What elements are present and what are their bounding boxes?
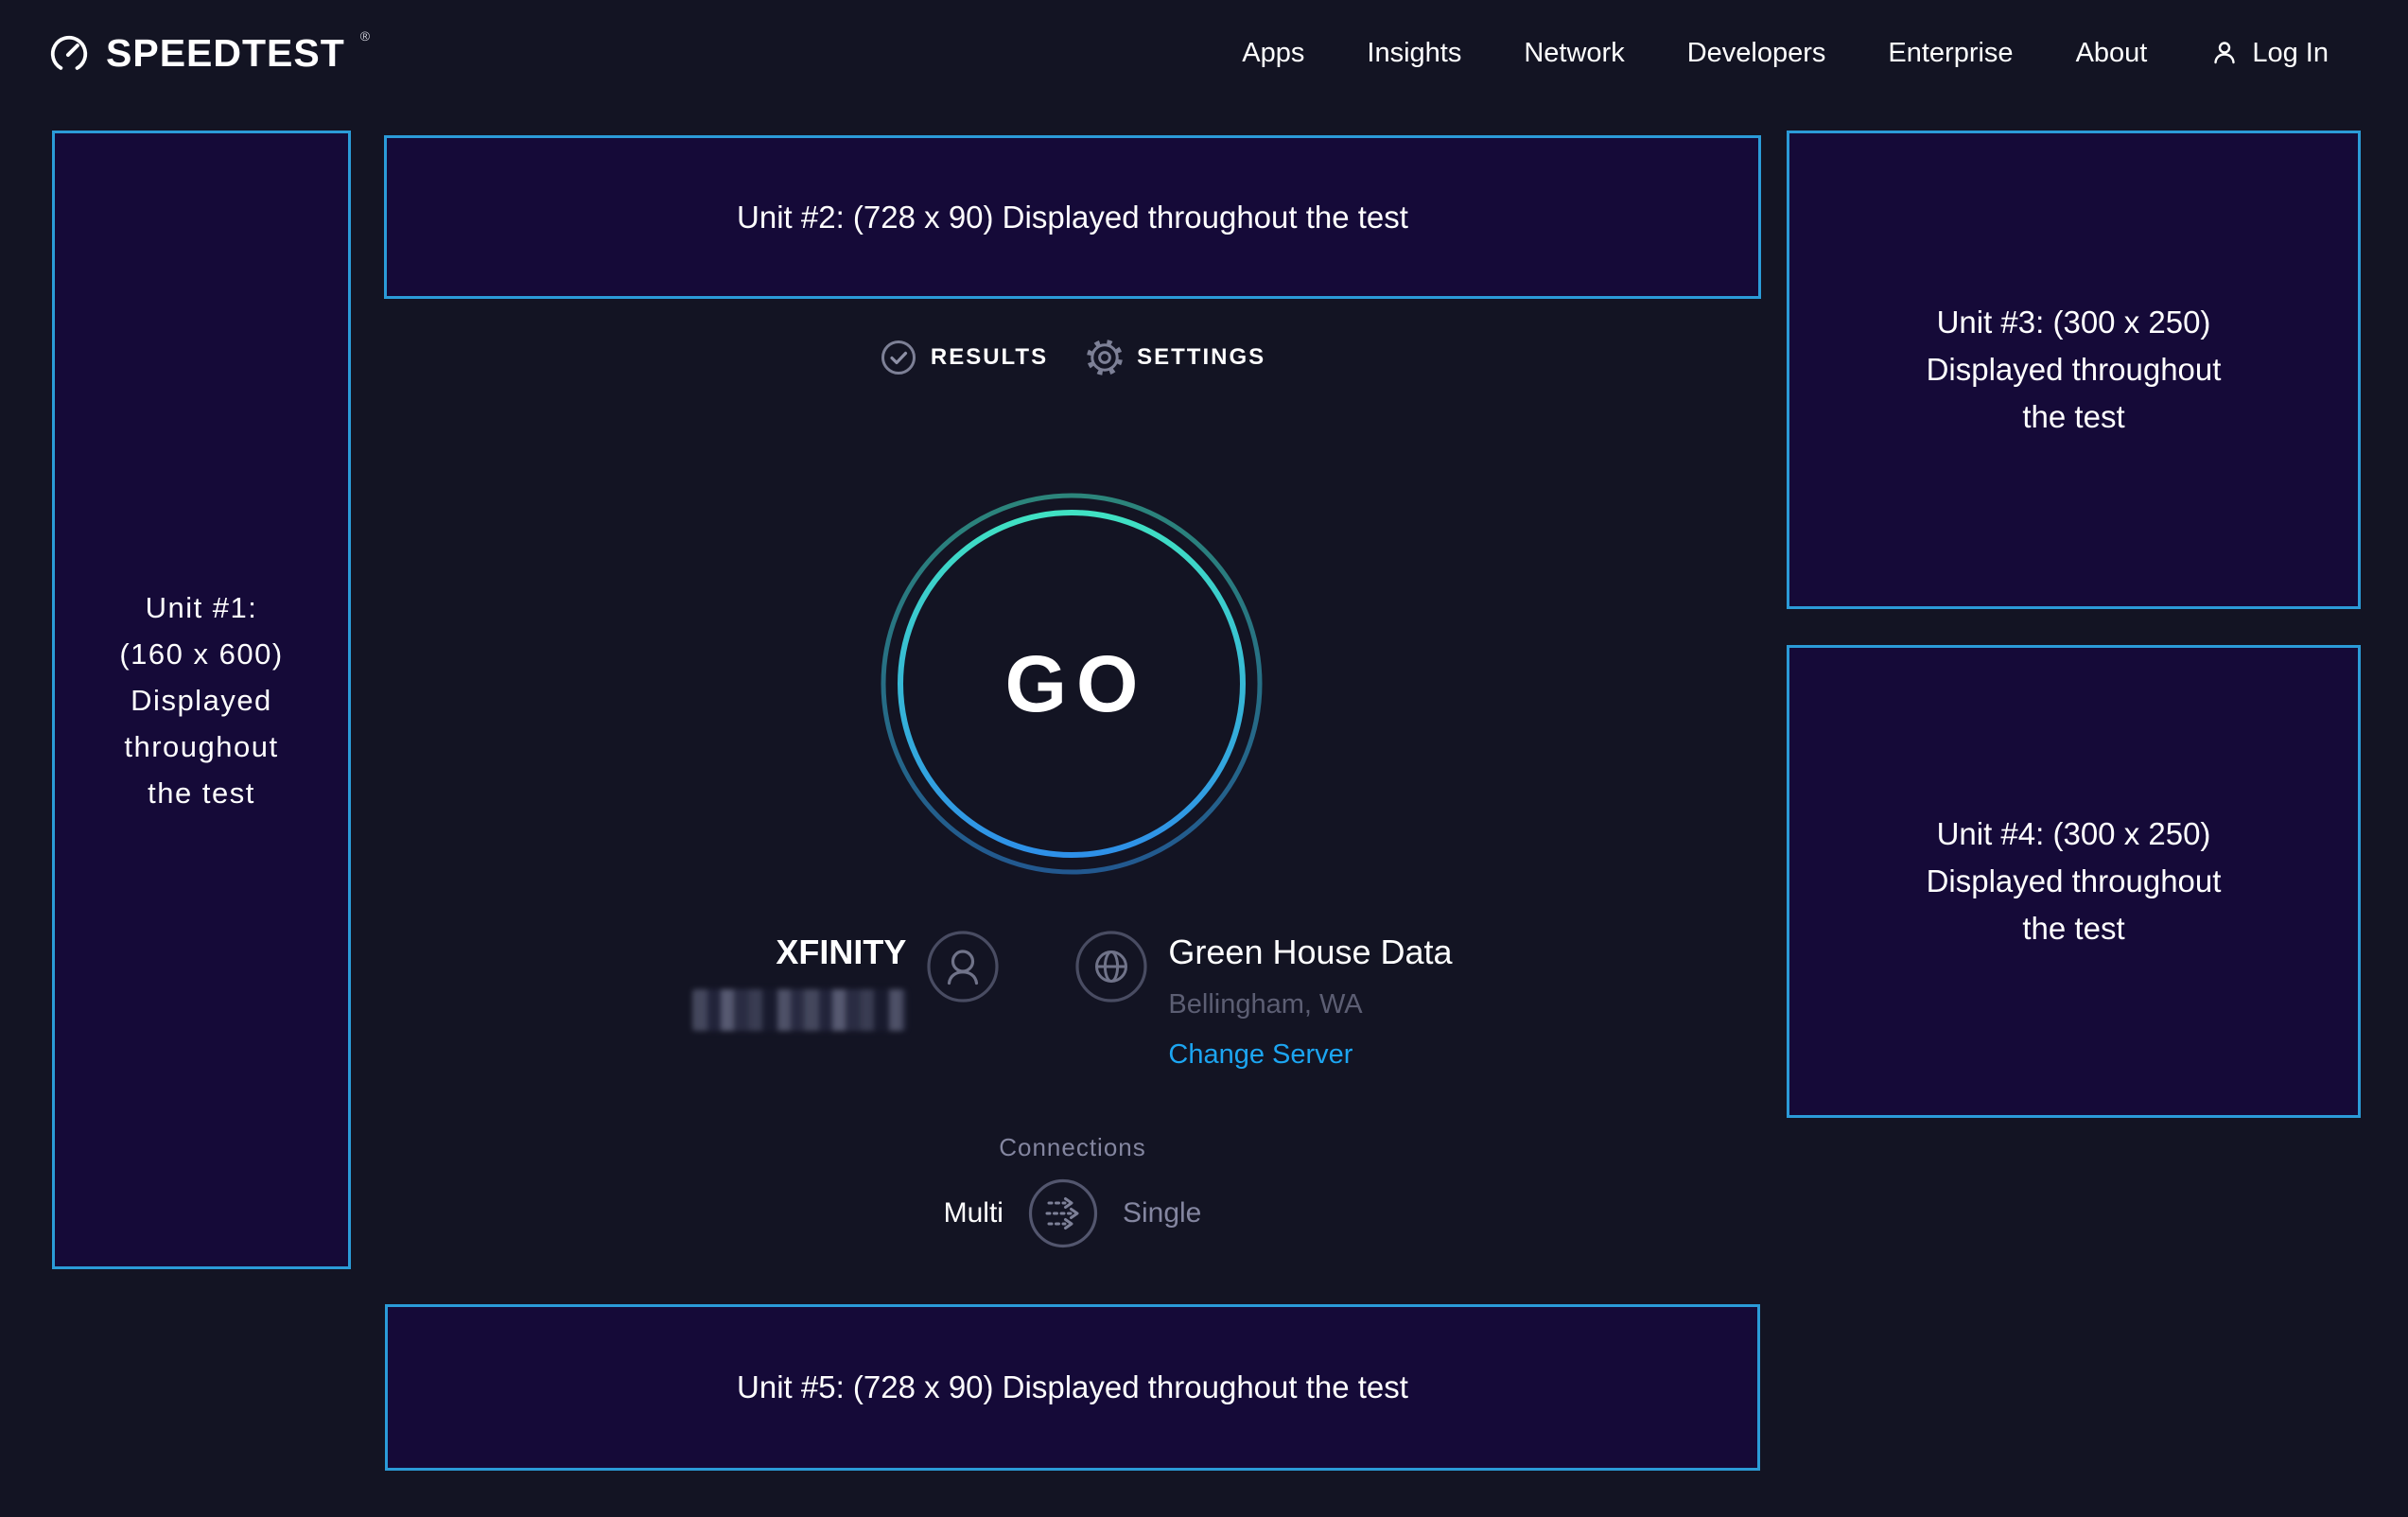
nav-network[interactable]: Network: [1524, 37, 1625, 68]
connections-label: Connections: [999, 1133, 1146, 1161]
go-button[interactable]: GO: [876, 488, 1267, 880]
speedtest-logo[interactable]: SPEEDTEST ®: [47, 28, 371, 76]
nav-apps[interactable]: Apps: [1242, 37, 1305, 68]
tab-results-label: RESULTS: [930, 344, 1049, 370]
tab-settings-label: SETTINGS: [1137, 344, 1266, 370]
nav-about[interactable]: About: [2075, 37, 2148, 68]
multi-arrows-icon[interactable]: [1028, 1178, 1098, 1248]
ad-unit-1-160x600[interactable]: Unit #1: (160 x 600) Displayed throughou…: [52, 131, 351, 1269]
header: SPEEDTEST ® Apps Insights Network Develo…: [0, 0, 2408, 106]
tabs-bar: RESULTS SETTINGS: [384, 339, 1761, 376]
connections-single-option[interactable]: Single: [1122, 1197, 1202, 1229]
login-label: Log In: [2252, 37, 2329, 68]
brand-trademark: ®: [359, 28, 371, 44]
server-info: Green House Data Bellingham, WA Change S…: [1075, 931, 1453, 1071]
ad-unit-3-300x250[interactable]: Unit #3: (300 x 250) Displayed throughou…: [1787, 131, 2361, 609]
nav-enterprise[interactable]: Enterprise: [1888, 37, 2014, 68]
ad-unit-2-728x90[interactable]: Unit #2: (728 x 90) Displayed throughout…: [384, 135, 1761, 299]
isp-info: XFINITY: [692, 931, 1000, 1031]
go-rings: [881, 493, 1263, 875]
change-server-link[interactable]: Change Server: [1168, 1039, 1353, 1070]
ad-unit-2-text: Unit #2: (728 x 90) Displayed throughout…: [737, 199, 1408, 235]
person-icon: [2214, 42, 2236, 64]
go-label: GO: [1004, 638, 1148, 728]
ad-unit-3-text: Unit #3: (300 x 250) Displayed throughou…: [1926, 305, 2222, 434]
login-button[interactable]: Log In: [2209, 38, 2329, 69]
server-location: Bellingham, WA: [1168, 989, 1363, 1020]
ad-unit-5-728x90[interactable]: Unit #5: (728 x 90) Displayed throughout…: [385, 1304, 1760, 1471]
main-nav: Apps Insights Network Developers Enterpr…: [1242, 38, 2329, 69]
isp-name: XFINITY: [776, 933, 907, 971]
isp-text: XFINITY: [692, 931, 907, 1031]
connections-toggle-row: Multi Single: [384, 1178, 1761, 1248]
ad-unit-4-text: Unit #4: (300 x 250) Displayed throughou…: [1926, 816, 2222, 946]
check-circle-icon: [881, 340, 916, 375]
connections-section: Connections Multi Single: [384, 1133, 1761, 1248]
tab-results[interactable]: RESULTS: [880, 339, 1048, 376]
ad-unit-5-text: Unit #5: (728 x 90) Displayed throughout…: [737, 1369, 1408, 1404]
nav-developers[interactable]: Developers: [1686, 37, 1826, 68]
ad-unit-1-text: Unit #1: (160 x 600) Displayed throughou…: [119, 590, 284, 810]
ad-unit-4-300x250[interactable]: Unit #4: (300 x 250) Displayed throughou…: [1787, 645, 2361, 1118]
isp-detail-blurred: [692, 989, 907, 1031]
gear-icon: [1087, 340, 1124, 375]
server-text: Green House Data Bellingham, WA Change S…: [1168, 931, 1452, 1071]
brand-name: SPEEDTEST: [106, 31, 345, 75]
person-circle-icon[interactable]: [927, 931, 1000, 1003]
connection-info-row: XFINITY Green House Data Bellingham, WA …: [384, 931, 1761, 1071]
nav-insights[interactable]: Insights: [1367, 37, 1462, 68]
speedometer-icon: [50, 35, 88, 73]
globe-icon[interactable]: [1075, 931, 1148, 1003]
connections-multi-option[interactable]: Multi: [943, 1197, 1003, 1229]
tab-settings[interactable]: SETTINGS: [1086, 339, 1265, 376]
server-name: Green House Data: [1168, 933, 1453, 971]
